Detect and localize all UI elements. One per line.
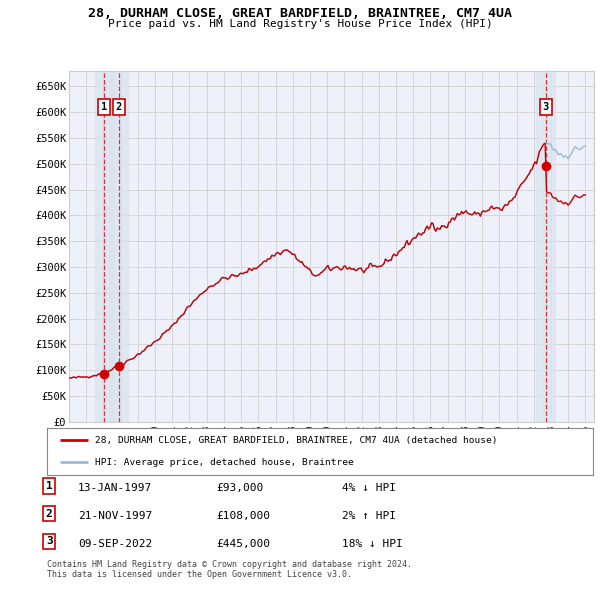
- Bar: [109, 71, 128, 422]
- Text: 2: 2: [46, 509, 53, 519]
- Text: 1: 1: [101, 102, 107, 112]
- Text: Price paid vs. HM Land Registry's House Price Index (HPI): Price paid vs. HM Land Registry's House …: [107, 19, 493, 30]
- Text: £445,000: £445,000: [216, 539, 270, 549]
- Text: 3: 3: [46, 536, 53, 546]
- Text: 28, DURHAM CLOSE, GREAT BARDFIELD, BRAINTREE, CM7 4UA: 28, DURHAM CLOSE, GREAT BARDFIELD, BRAIN…: [88, 7, 512, 20]
- Bar: [95, 71, 113, 422]
- Text: 21-NOV-1997: 21-NOV-1997: [78, 511, 152, 521]
- Text: This data is licensed under the Open Government Licence v3.0.: This data is licensed under the Open Gov…: [47, 571, 352, 579]
- Text: 2: 2: [116, 102, 122, 112]
- Text: 09-SEP-2022: 09-SEP-2022: [78, 539, 152, 549]
- Text: £108,000: £108,000: [216, 511, 270, 521]
- Text: Contains HM Land Registry data © Crown copyright and database right 2024.: Contains HM Land Registry data © Crown c…: [47, 560, 412, 569]
- Text: HPI: Average price, detached house, Braintree: HPI: Average price, detached house, Brai…: [95, 458, 353, 467]
- Text: 2% ↑ HPI: 2% ↑ HPI: [342, 511, 396, 521]
- Text: 3: 3: [542, 102, 549, 112]
- Text: 18% ↓ HPI: 18% ↓ HPI: [342, 539, 403, 549]
- Bar: [536, 71, 555, 422]
- Text: 4% ↓ HPI: 4% ↓ HPI: [342, 483, 396, 493]
- Text: 28, DURHAM CLOSE, GREAT BARDFIELD, BRAINTREE, CM7 4UA (detached house): 28, DURHAM CLOSE, GREAT BARDFIELD, BRAIN…: [95, 436, 497, 445]
- Text: £93,000: £93,000: [216, 483, 263, 493]
- Text: 13-JAN-1997: 13-JAN-1997: [78, 483, 152, 493]
- Text: 1: 1: [46, 481, 53, 491]
